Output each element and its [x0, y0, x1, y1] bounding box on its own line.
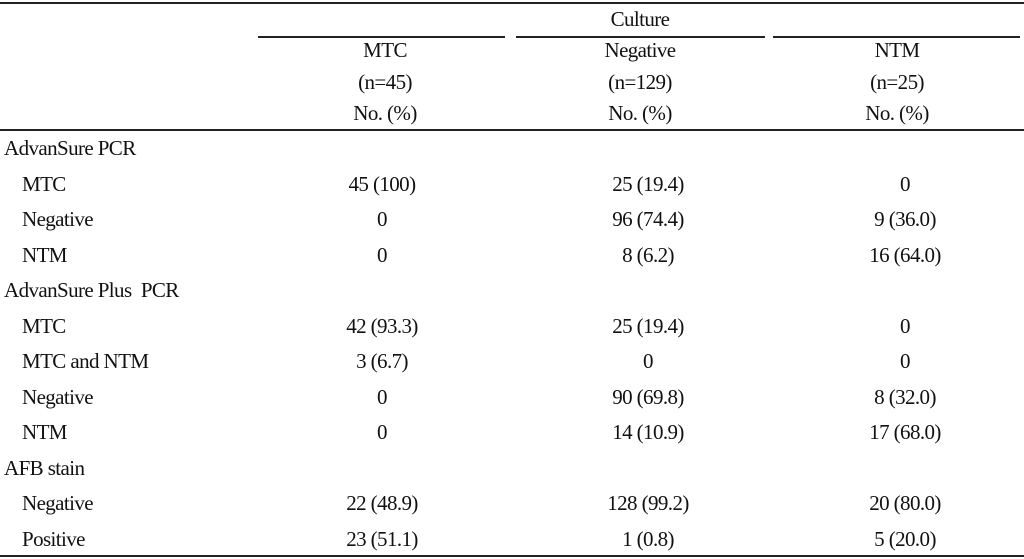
- header-rule: [0, 129, 1024, 131]
- top-rule: [0, 2, 1024, 4]
- cell: 96 (74.4): [612, 207, 684, 231]
- cell: 14 (10.9): [612, 420, 684, 444]
- row-label: MTC and NTM: [22, 349, 149, 373]
- cell: 22 (48.9): [346, 491, 418, 515]
- row-label: Negative: [22, 384, 94, 409]
- column-n: (n=129): [608, 70, 672, 94]
- cell: 0: [900, 313, 911, 338]
- bottom-rule: [0, 555, 1024, 557]
- row-label: MTC: [22, 171, 66, 196]
- row-label: Positive: [22, 526, 85, 551]
- spanner-rule: [258, 36, 505, 38]
- cell: 25 (19.4): [612, 313, 684, 338]
- column-unit: No. (%): [353, 101, 417, 125]
- row-label: Negative: [22, 207, 94, 231]
- cell: 0: [377, 242, 388, 267]
- section-label: AdvanSure Plus PCR: [4, 278, 179, 302]
- cell: 90 (69.8): [612, 384, 684, 409]
- column-n: (n=25): [870, 70, 924, 94]
- cell: 16 (64.0): [869, 242, 941, 267]
- section-label: AdvanSure PCR: [4, 136, 136, 160]
- cell: 17 (68.0): [869, 420, 941, 444]
- cell: 23 (51.1): [346, 526, 418, 551]
- column-unit: No. (%): [865, 101, 929, 125]
- spanner-rule: [773, 36, 1020, 38]
- cell: 1 (0.8): [622, 526, 674, 551]
- column-name: Negative: [604, 38, 677, 62]
- column-n: (n=45): [358, 70, 412, 94]
- row-label: NTM: [22, 242, 67, 267]
- cell: 0: [377, 420, 388, 444]
- cell: 0: [900, 171, 911, 196]
- spanner-header: Culture: [610, 7, 670, 31]
- cell: 45 (100): [348, 171, 417, 196]
- spanner-rule: [516, 36, 765, 38]
- cell: 8 (6.2): [622, 242, 674, 267]
- cell: 9 (36.0): [874, 207, 936, 231]
- cell: 20 (80.0): [869, 491, 941, 515]
- cell: 42 (93.3): [346, 313, 418, 338]
- cell: 0: [377, 207, 388, 231]
- cell: 8 (32.0): [874, 384, 936, 409]
- row-label: MTC: [22, 313, 66, 338]
- cell: 25 (19.4): [612, 171, 684, 196]
- row-label: Negative: [22, 491, 94, 515]
- cell: 0: [643, 349, 654, 373]
- column-unit: No. (%): [608, 101, 672, 125]
- column-name: MTC: [363, 38, 407, 62]
- cell: 0: [377, 384, 388, 409]
- cell: 128 (99.2): [607, 491, 689, 515]
- cell: 5 (20.0): [874, 526, 936, 551]
- row-label: NTM: [22, 420, 67, 444]
- cell: 3 (6.7): [356, 349, 408, 373]
- column-name: NTM: [874, 38, 920, 62]
- section-label: AFB stain: [4, 455, 85, 480]
- cell: 0: [900, 349, 911, 373]
